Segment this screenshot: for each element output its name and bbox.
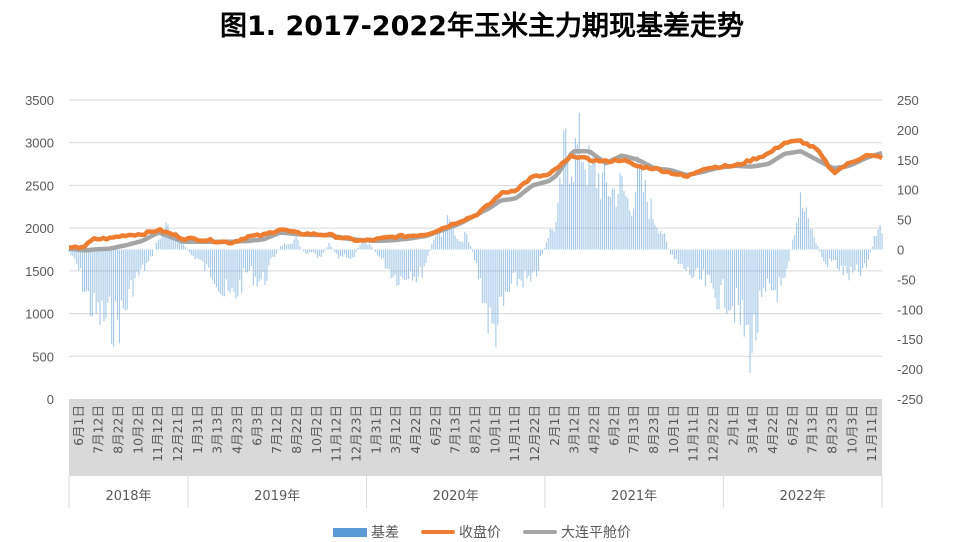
right-tick-label: 100 (897, 183, 919, 198)
x-tick-label: 3月14日 (745, 405, 760, 454)
x-tick-label: 1月31日 (190, 405, 205, 454)
line-swatch-icon (523, 530, 557, 534)
x-axis: 6月1日 7月12日 8月22日 10月2日 11月12日 12月21日 1月31日 3月13… (68, 399, 883, 508)
left-tick-label: 1500 (25, 264, 54, 279)
right-tick-label: -100 (897, 302, 923, 317)
x-tick-label: 12月22日 (705, 405, 720, 462)
year-label: 2021年 (611, 489, 657, 504)
year-label: 2018年 (105, 489, 151, 504)
x-tick-label: 11月12日 (329, 405, 344, 462)
left-axis: 0 500 1000 1500 2000 2500 3000 3500 (25, 93, 54, 407)
legend-label: 大连平舱价 (561, 525, 631, 541)
x-tick-label: 4月22日 (765, 405, 780, 454)
right-tick-label: 200 (897, 123, 919, 138)
right-tick-label: 250 (897, 93, 919, 108)
x-tick-label: 4月23日 (230, 405, 245, 454)
x-tick-label: 7月13日 (448, 405, 463, 454)
right-tick-label: 0 (897, 243, 904, 258)
right-tick-label: -200 (897, 362, 923, 377)
x-tick-label: 7月13日 (626, 405, 641, 454)
x-tick-label: 3月13日 (210, 405, 225, 454)
line-swatch-icon (421, 530, 455, 534)
x-tick-label: 11月12日 (150, 405, 165, 462)
left-tick-label: 3000 (25, 136, 54, 151)
basis-bars (68, 112, 883, 373)
year-label: 2022年 (780, 489, 826, 504)
x-tick-label: 8月21日 (468, 405, 483, 454)
x-tick-label: 8月23日 (824, 405, 839, 454)
legend: 基差 收盘价 大连平舱价 (0, 522, 964, 542)
x-tick-label: 3月12日 (567, 405, 582, 454)
left-tick-label: 2000 (25, 221, 54, 236)
x-tick-label: 6月1日 (71, 405, 86, 446)
right-tick-label: -50 (897, 272, 916, 287)
x-tick-label: 1月31日 (368, 405, 383, 454)
x-tick-label: 8月22日 (289, 405, 304, 454)
x-tick-label: 10月2日 (130, 405, 145, 454)
x-tick-label: 8月22日 (111, 405, 126, 454)
right-tick-label: -250 (897, 392, 923, 407)
legend-item-basis: 基差 (333, 522, 399, 542)
left-tick-label: 1000 (25, 307, 54, 322)
year-label: 2020年 (433, 489, 479, 504)
x-tick-label: 2月1日 (725, 405, 740, 446)
x-tick-label: 10月2日 (309, 405, 324, 454)
legend-item-dalian: 大连平舱价 (523, 522, 631, 542)
x-tick-label: 7月12日 (91, 405, 106, 454)
x-tick-label: 4月22日 (586, 405, 601, 454)
x-tick-label: 11月11日 (507, 405, 522, 462)
left-tick-label: 2500 (25, 178, 54, 193)
x-tick-label: 12月22日 (527, 405, 542, 462)
gridlines (69, 99, 882, 357)
series-line (68, 149, 883, 253)
left-tick-label: 0 (47, 392, 54, 407)
x-tick-label: 10月3日 (844, 405, 859, 454)
x-tick-label: 4月22日 (408, 405, 423, 454)
right-tick-label: 50 (897, 213, 911, 228)
x-tick-label: 7月12日 (269, 405, 284, 454)
x-tick-label: 7月13日 (805, 405, 820, 454)
x-tick-label: 10月1日 (666, 405, 681, 454)
x-tick-label: 12月21日 (170, 405, 185, 462)
year-label: 2019年 (254, 489, 300, 504)
x-tick-label: 6月2日 (785, 405, 800, 446)
price-lines (68, 138, 884, 253)
x-tick-label: 8月23日 (646, 405, 661, 454)
chart-title: 图1. 2017-2022年玉米主力期现基差走势 (220, 11, 744, 42)
left-tick-label: 500 (32, 349, 54, 364)
series-line (68, 138, 884, 251)
legend-item-close: 收盘价 (421, 522, 501, 542)
bar-swatch-icon (333, 527, 367, 537)
x-tick-label: 6月2日 (428, 405, 443, 446)
x-tick-label: 12月23日 (349, 405, 364, 462)
x-tick-label: 3月12日 (388, 405, 403, 454)
left-tick-label: 3500 (25, 93, 54, 108)
x-tick-label: 11月11日 (864, 405, 879, 462)
x-tick-label: 6月2日 (606, 405, 621, 446)
right-tick-label: -150 (897, 332, 923, 347)
legend-label: 收盘价 (459, 525, 501, 541)
x-tick-label: 11月11日 (686, 405, 701, 462)
right-tick-label: 150 (897, 153, 919, 168)
right-axis: -250 -200 -150 -100 -50 0 50 100 150 200 250 (897, 93, 923, 407)
x-tick-label: 6月3日 (249, 405, 264, 446)
legend-label: 基差 (371, 525, 399, 541)
x-tick-label: 2月1日 (547, 405, 562, 446)
x-tick-label: 10月1日 (487, 405, 502, 454)
